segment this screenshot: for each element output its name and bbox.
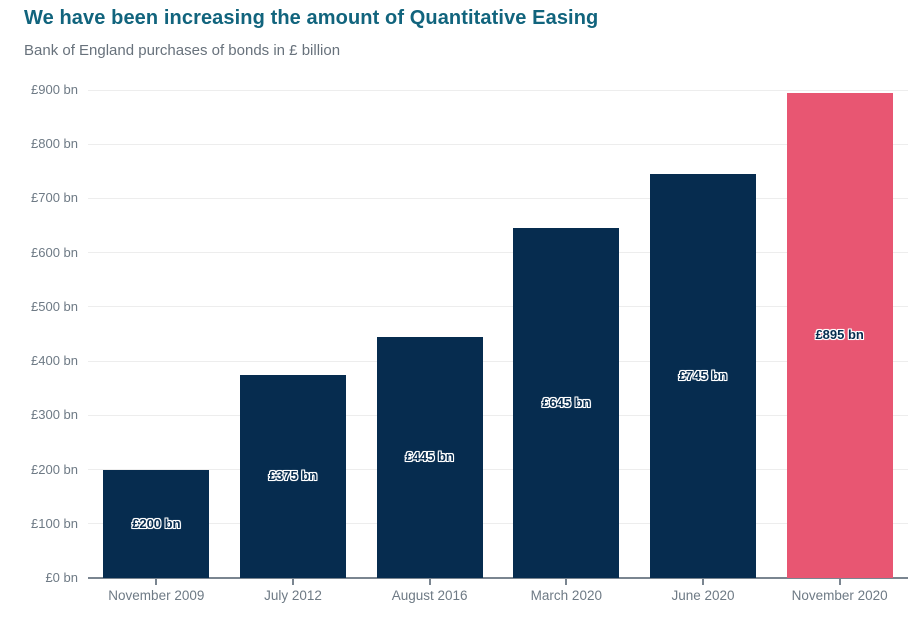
x-axis-tick [702,579,704,585]
gridline [88,414,908,416]
gridline [88,469,908,471]
gridline [88,252,908,254]
x-axis-tick [428,579,431,585]
y-axis-tick-label: £600 bn [31,244,78,260]
bar-value-label: £445 bn [405,449,454,465]
x-axis-category-label: July 2012 [264,588,322,603]
y-axis-tick-label: £900 bn [31,82,78,97]
x-axis-baseline [88,577,908,579]
bar-value-label: £895 bn [815,327,864,343]
gridline [88,197,908,199]
y-axis-tick-label: £400 bn [31,353,78,369]
bar [103,469,210,578]
gridline [88,523,908,525]
bar [376,336,483,578]
x-axis-category-label: November 2020 [791,588,888,603]
bar-value-label: £375 bn [268,468,318,484]
gridline [88,360,908,362]
x-axis-category-label: November 2009 [108,588,205,603]
y-axis-tick-label: £300 bn [31,407,78,423]
x-axis-category-label: June 2020 [671,588,735,603]
x-axis-tick [155,579,158,585]
x-axis-tick [838,579,841,585]
gridline [88,306,908,308]
chart-title: We have been increasing the amount of Qu… [24,7,599,29]
bar [240,374,346,578]
gridline [88,143,908,145]
x-axis-category-label: March 2020 [530,588,602,603]
gridline [88,89,908,91]
bar [650,174,756,578]
chart-subtitle: Bank of England purchases of bonds in £ … [24,42,341,59]
y-axis-tick-label: £800 bn [31,136,78,152]
x-axis-tick [565,579,568,585]
y-axis-tick-label: £500 bn [31,298,78,314]
bar-highlighted [786,92,893,578]
y-axis-tick-label: £0 bn [45,570,78,585]
y-axis-tick-label: £100 bn [31,515,78,531]
y-axis-tick-label: £700 bn [31,190,78,206]
x-axis-category-label: August 2016 [391,588,468,603]
bar-value-label: £745 bn [678,368,728,384]
bar-value-label: £200 bn [132,515,181,531]
bar-value-label: £645 bn [542,395,591,411]
y-axis-tick-label: £200 bn [31,461,78,477]
x-axis-tick [292,579,294,585]
bar [513,228,620,578]
